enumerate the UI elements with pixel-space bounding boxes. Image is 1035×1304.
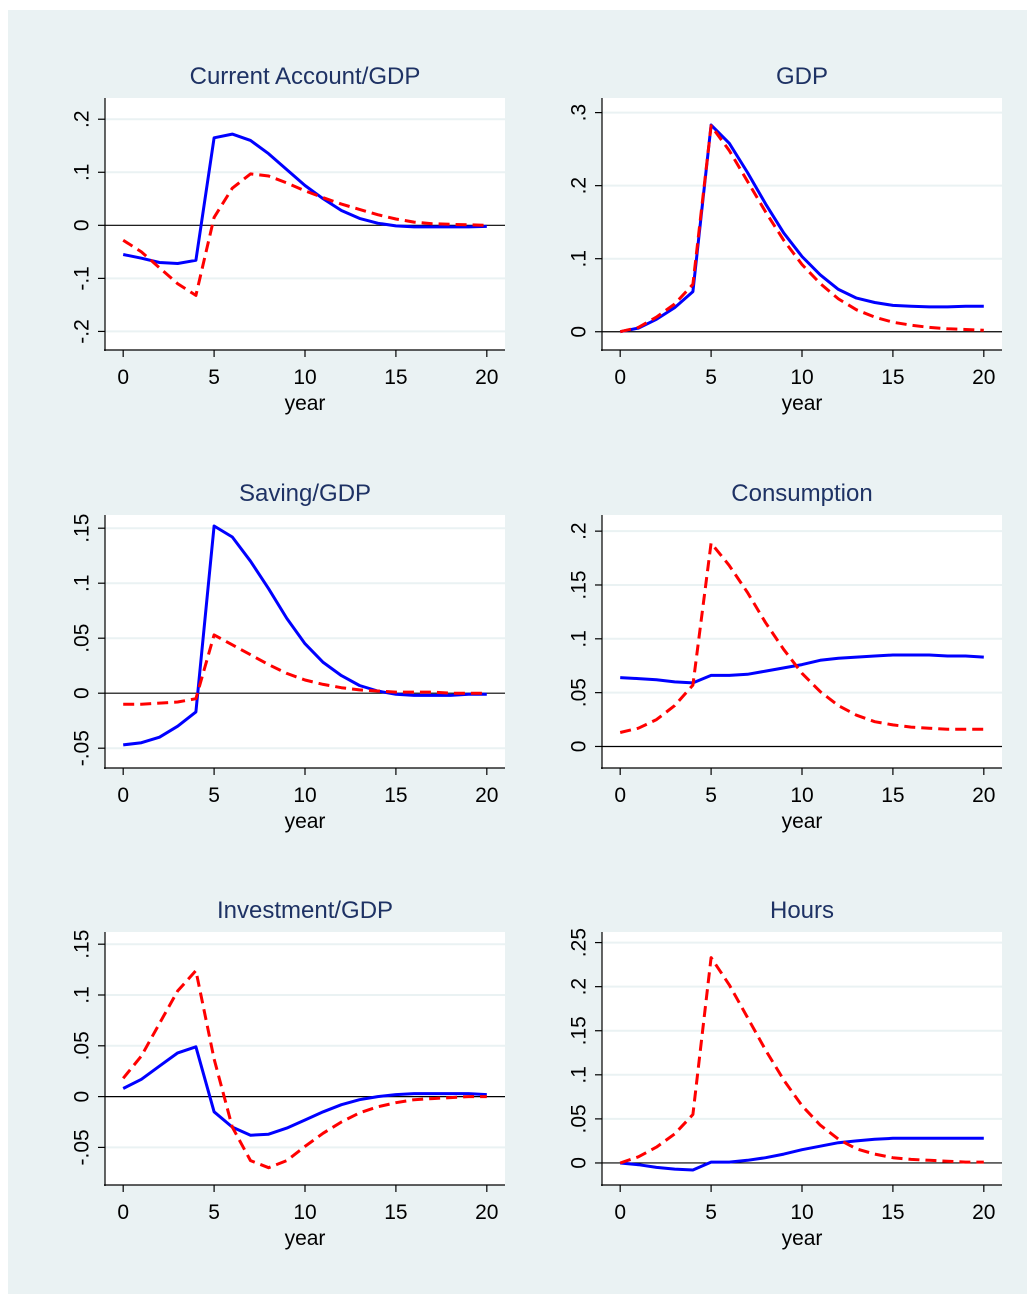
plot-area: [602, 932, 1002, 1185]
y-tick-label: .3: [568, 104, 591, 122]
x-tick-label: 15: [384, 366, 407, 389]
y-tick-label: .1: [71, 164, 94, 182]
chart-panel: 0 .05 .1 .15 .2 .25 0 5 10 15 20 year Hours: [568, 897, 1002, 1250]
chart-title: Consumption: [731, 480, 872, 507]
series-line-solid: [123, 524, 487, 747]
chart-panel: 0 .05 .1 .15 .2 0 5 10 15 20 year Consumption: [568, 480, 1002, 833]
x-tick-label: 0: [117, 366, 129, 389]
x-tick-label: 0: [614, 366, 626, 389]
x-tick-label: 20: [972, 366, 995, 389]
x-axis-title: year: [782, 810, 823, 833]
x-tick-label: 10: [293, 1201, 316, 1224]
x-tick-label: 20: [475, 1201, 498, 1224]
x-tick-label: 15: [881, 1201, 904, 1224]
x-tick-label: 5: [705, 784, 717, 807]
plot-area: [602, 515, 1002, 768]
y-tick-label: .1: [568, 1066, 591, 1084]
x-tick-label: 5: [208, 366, 220, 389]
series-line-dashed: [122, 969, 487, 1170]
y-tick-label: 0: [568, 741, 591, 753]
x-tick-label: 20: [972, 1201, 995, 1224]
x-tick-label: 10: [790, 1201, 813, 1224]
y-tick-label: .05: [568, 1104, 591, 1133]
x-tick-label: 10: [293, 784, 316, 807]
series-line-solid: [122, 132, 487, 265]
y-tick-label: .15: [71, 930, 94, 959]
x-tick-label: 5: [208, 784, 220, 807]
x-axis-title: year: [782, 392, 823, 415]
x-tick-label: 20: [475, 784, 498, 807]
x-tick-label: 5: [705, 1201, 717, 1224]
chart-title: Hours: [770, 897, 834, 924]
y-tick-label: .2: [568, 177, 591, 195]
x-tick-label: 15: [881, 366, 904, 389]
y-tick-label: .1: [71, 986, 94, 1004]
chart-panel: -.2 -.1 0 .1 .2 0 5 10 15 20 year Current Account/G…: [71, 63, 505, 415]
y-tick-label: -.1: [71, 266, 94, 291]
y-tick-label: .15: [568, 570, 591, 599]
chart-panel: -.05 0 .05 .1 .15 0 5 10 15 20 year Saving/GDP: [71, 480, 505, 833]
y-tick-label: .1: [568, 250, 591, 268]
x-tick-label: 15: [384, 784, 407, 807]
y-tick-label: .2: [568, 978, 591, 996]
series-line-dashed: [619, 124, 984, 334]
y-tick-label: .05: [568, 678, 591, 707]
y-tick-label: 0: [71, 219, 94, 231]
plot-area: [105, 98, 505, 350]
x-tick-label: 20: [972, 784, 995, 807]
x-axis-title: year: [782, 1227, 823, 1250]
x-tick-label: 0: [117, 1201, 129, 1224]
y-tick-label: .05: [71, 624, 94, 653]
x-axis-title: year: [285, 810, 326, 833]
series-line-solid: [122, 1045, 487, 1137]
x-axis-title: year: [285, 392, 326, 415]
chart-title: Investment/GDP: [217, 897, 393, 924]
y-tick-label: 0: [71, 687, 94, 699]
x-tick-label: 5: [208, 1201, 220, 1224]
y-tick-label: .15: [71, 514, 94, 543]
y-tick-label: 0: [71, 1091, 94, 1103]
chart-title: Current Account/GDP: [190, 63, 421, 90]
y-tick-label: .2: [568, 522, 591, 540]
y-tick-label: 0: [568, 326, 591, 338]
x-tick-label: 15: [384, 1201, 407, 1224]
series-line-solid: [620, 653, 984, 685]
y-tick-label: .1: [71, 574, 94, 592]
x-tick-label: 0: [614, 1201, 626, 1224]
y-tick-label: .2: [71, 110, 94, 128]
x-tick-label: 5: [705, 366, 717, 389]
chart-panel: 0 .1 .2 .3 0 5 10 15 20 year GDP: [568, 63, 1002, 415]
chart-title: GDP: [776, 63, 828, 90]
x-tick-label: 10: [293, 366, 316, 389]
y-tick-label: -.05: [71, 1129, 94, 1165]
chart-panel: -.05 0 .05 .1 .15 0 5 10 15 20 year Investment/GDP: [71, 897, 505, 1250]
y-tick-label: .1: [568, 630, 591, 648]
series-line-solid: [620, 1136, 984, 1172]
x-axis-title: year: [285, 1227, 326, 1250]
y-tick-label: .25: [568, 928, 591, 957]
series-line-dashed: [123, 633, 487, 706]
series-line-dashed: [619, 541, 984, 734]
x-tick-label: 20: [475, 366, 498, 389]
y-tick-label: .15: [568, 1016, 591, 1045]
series-line-solid: [619, 123, 984, 334]
y-tick-label: .05: [71, 1031, 94, 1060]
series-line-dashed: [122, 172, 487, 297]
x-tick-label: 0: [614, 784, 626, 807]
y-tick-label: -.2: [71, 319, 94, 344]
y-tick-label: -.05: [71, 730, 94, 766]
x-tick-label: 10: [790, 784, 813, 807]
x-tick-label: 15: [881, 784, 904, 807]
series-line-dashed: [619, 956, 984, 1165]
x-tick-label: 10: [790, 366, 813, 389]
y-tick-label: 0: [568, 1157, 591, 1169]
plot-area: [602, 98, 1002, 350]
x-tick-label: 0: [117, 784, 129, 807]
chart-title: Saving/GDP: [239, 480, 371, 507]
